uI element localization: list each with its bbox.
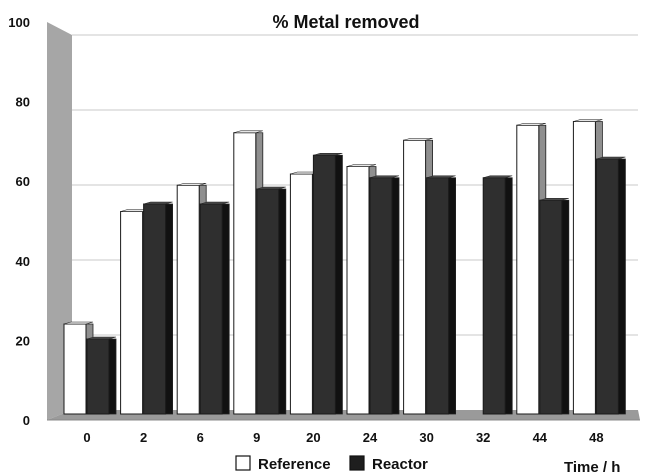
bar-top (539, 197, 569, 201)
bar-front (572, 121, 596, 415)
y-tick-label: 80 (16, 95, 30, 110)
x-tick-label: 32 (476, 430, 490, 445)
bar-front (369, 177, 393, 415)
bar-front (289, 173, 313, 415)
bar-reactor-30 (426, 175, 457, 415)
x-tick-label: 48 (589, 430, 603, 445)
bar-reactor-9 (256, 186, 287, 415)
bar-front (403, 139, 427, 415)
bar-front (199, 203, 223, 415)
y-tick-label: 0 (23, 413, 30, 428)
bar-reactor-44 (539, 197, 570, 415)
x-tick-label: 6 (197, 430, 204, 445)
bar-top (143, 201, 173, 205)
bar-side (561, 199, 570, 415)
bar-side (391, 177, 400, 415)
y-tick-label: 20 (16, 333, 30, 348)
legend: Reference Reactor (235, 455, 428, 473)
bar-top (596, 156, 626, 160)
bar-front (312, 154, 336, 415)
bar-front (539, 199, 563, 415)
y-tick-label: 100 (8, 15, 30, 30)
x-tick-label: 20 (306, 430, 320, 445)
bar-side (448, 177, 457, 415)
bar-reactor-32 (482, 175, 513, 415)
bar-top (483, 175, 513, 179)
bar-top (86, 336, 117, 340)
bar-front (595, 158, 619, 415)
x-tick-label: 2 (140, 430, 147, 445)
bar-side (618, 158, 626, 415)
legend-swatch-reactor (349, 455, 365, 471)
x-tick-label: 44 (533, 430, 548, 445)
bar-side (165, 203, 174, 415)
bar-reactor-2 (143, 201, 174, 415)
bar-top (403, 137, 433, 141)
bar-front (516, 124, 540, 415)
bar-top (346, 164, 377, 167)
chart-title: % Metal removed (272, 12, 419, 32)
bar-reactor-20 (312, 152, 343, 415)
bar-front (176, 184, 200, 415)
bar-reactor-0 (86, 336, 117, 415)
x-tick-label: 30 (419, 430, 433, 445)
bar-top (256, 186, 286, 190)
bar-front (63, 323, 87, 415)
bar-top (369, 175, 400, 179)
bar-side (504, 177, 513, 415)
bar-front (346, 166, 370, 415)
bar-top (516, 122, 546, 126)
bar-front (120, 211, 144, 415)
legend-swatch-reference (235, 455, 251, 471)
bar-front (256, 188, 280, 415)
bar-top (426, 175, 456, 179)
bar-front (143, 203, 167, 415)
bar-side (278, 188, 287, 415)
bar-reactor-48 (595, 156, 626, 415)
bar-front (86, 338, 110, 415)
x-tick-label: 9 (253, 430, 260, 445)
bar-front (426, 177, 450, 415)
y-tick-label: 40 (16, 254, 30, 269)
left-wall (47, 22, 72, 420)
y-tick-label: 60 (16, 174, 30, 189)
bar-top (573, 119, 603, 122)
bar-reactor-24 (369, 175, 400, 415)
legend-label-reactor: Reactor (372, 456, 428, 473)
bar-top (63, 321, 94, 325)
bar-front (482, 177, 506, 415)
bar-side (108, 338, 117, 415)
bar-top (200, 201, 230, 205)
bar-front (233, 132, 257, 415)
x-tick-label: 24 (363, 430, 378, 445)
legend-label-reference: Reference (258, 456, 331, 473)
x-axis-label: Time / h (564, 459, 620, 473)
bar-top (177, 182, 207, 186)
bar-reactor-6 (199, 201, 230, 415)
bar-side (221, 203, 230, 415)
x-tick-label: 0 (83, 430, 90, 445)
bar-side (334, 154, 343, 415)
bar-top (313, 152, 343, 156)
bar-top (233, 130, 263, 134)
